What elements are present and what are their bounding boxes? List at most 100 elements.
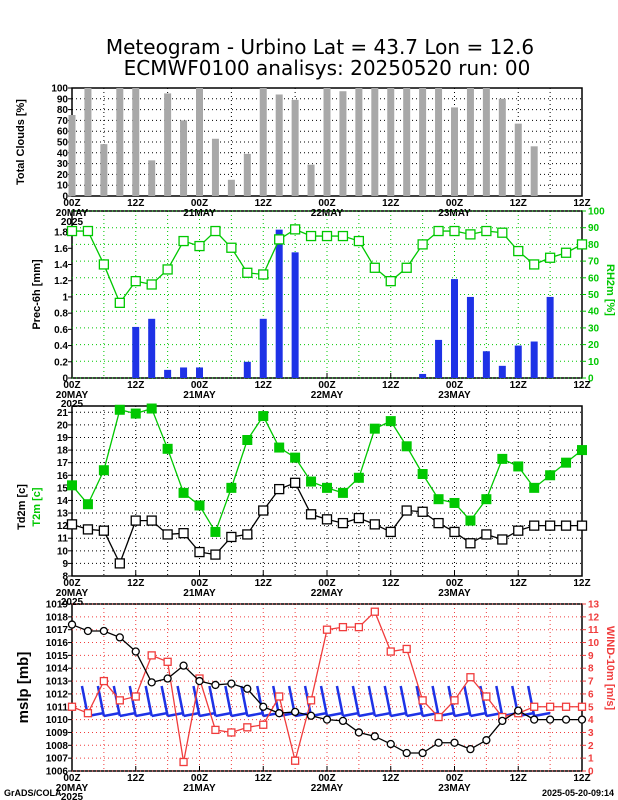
y-right-tick-label: 12 xyxy=(588,612,600,623)
wind-point xyxy=(275,692,284,701)
cloud-bar xyxy=(451,107,458,196)
wind-barb-flag xyxy=(103,711,121,718)
y-right-tick-label: 2 xyxy=(588,741,594,752)
x-date-label: 21MAY xyxy=(183,588,216,599)
y-right-tick-label: 1 xyxy=(588,754,594,765)
x-date-label: 20MAY xyxy=(56,783,89,794)
y-tick-label: 1012 xyxy=(46,689,69,700)
rh-point xyxy=(369,262,380,273)
title-line-2: ECMWF0100 analisys: 20250520 run: 00 xyxy=(124,56,531,80)
x-tick-label: 12Z xyxy=(382,578,399,589)
rh-point xyxy=(114,297,125,309)
precip-bar xyxy=(466,296,474,378)
wind-point xyxy=(450,696,459,705)
y-tick-label: 18 xyxy=(57,446,69,457)
y-tick-label: 16 xyxy=(57,471,69,482)
t2m-point xyxy=(481,494,492,505)
x-date-label: 22MAY xyxy=(311,588,344,599)
wind-barb-flag xyxy=(183,711,200,718)
y-right-tick-label: 20 xyxy=(588,340,600,351)
cloud-bar xyxy=(530,146,538,196)
rh-point xyxy=(242,267,253,278)
precip-bar xyxy=(435,339,443,378)
panel-3: 00Z 12Z 00Z 12Z 00Z 12Z 00Z 12Z 12Z 20MAY 21MAY 22M… xyxy=(16,403,591,608)
precip-bar xyxy=(451,279,458,378)
y-tick-label: 21 xyxy=(57,408,69,419)
t2m-point xyxy=(401,441,412,452)
t2m-point xyxy=(130,408,141,419)
y-right-tick-label: 80 xyxy=(588,240,600,251)
wind-barb-flag xyxy=(342,711,360,718)
wind-point xyxy=(227,728,236,737)
y-tick-label: 1009 xyxy=(46,728,69,739)
cloud-bar xyxy=(100,144,108,196)
t2m-point xyxy=(513,461,524,472)
wind-barb-staff xyxy=(463,685,472,717)
y-tick-label: 1010 xyxy=(46,715,69,726)
y-tick-label: 100 xyxy=(51,84,68,95)
y-tick-label: 1018 xyxy=(46,612,69,623)
y-tick-label: 14 xyxy=(57,496,69,507)
precip-bar xyxy=(148,318,156,378)
cloud-bar xyxy=(227,179,235,196)
rh-point xyxy=(289,224,301,235)
t2m-point xyxy=(353,472,364,483)
t2m-point xyxy=(98,465,109,476)
y-right-tick-label: 40 xyxy=(588,307,600,318)
y-tick-label: 1016 xyxy=(46,638,69,649)
wind-point xyxy=(322,625,332,634)
mslp-point xyxy=(561,715,571,724)
rh-point xyxy=(353,235,365,247)
x-tick-label: 12Z xyxy=(573,380,590,391)
wind-barb-flag xyxy=(358,711,376,718)
t2m-point xyxy=(545,470,556,481)
y-tick-label: 1007 xyxy=(46,754,69,765)
t2m-point xyxy=(497,453,508,464)
cloud-bar xyxy=(84,88,92,196)
y-right-tick-label: 13 xyxy=(588,600,600,611)
cloud-bar xyxy=(387,88,395,196)
rh-point xyxy=(529,259,540,270)
y-tick-label: 60 xyxy=(57,127,69,138)
y-tick-label: 1.8 xyxy=(54,228,68,239)
x-tick-label: 00Z xyxy=(446,198,463,209)
td2m-point xyxy=(481,529,492,540)
panel-2: 00Z 12Z 00Z 12Z 00Z 12Z 00Z 12Z 12Z 20MAY 21MAY 22M… xyxy=(31,207,616,411)
y-tick-label: 10 xyxy=(57,181,69,192)
x-tick-label: 12Z xyxy=(255,198,272,209)
x-tick-label: 12Z xyxy=(127,773,144,784)
y-tick-label: 1 xyxy=(62,292,68,303)
t2m-point xyxy=(577,445,587,456)
td2m-point xyxy=(114,558,125,569)
y-tick-label: 40 xyxy=(57,148,69,159)
mslp-point xyxy=(99,626,109,636)
wind-point xyxy=(131,692,140,701)
td2m-point xyxy=(465,538,476,549)
wind-point xyxy=(115,696,124,705)
y-axis-label: Prec-6h [mm] xyxy=(31,259,43,330)
rh-point xyxy=(130,275,141,287)
x-tick-label: 00Z xyxy=(63,380,80,391)
td2m-point xyxy=(576,520,588,531)
wind-point xyxy=(83,709,93,718)
mslp-point xyxy=(402,748,411,758)
wind-point xyxy=(99,676,109,686)
td2m-point xyxy=(560,520,572,531)
wind-point xyxy=(466,673,475,682)
wind-barb-staff xyxy=(495,685,504,717)
wind-barb-staff xyxy=(383,685,392,717)
y-tick-label: 8 xyxy=(62,572,68,583)
precip-bar xyxy=(498,365,506,378)
x-tick-label: 00Z xyxy=(63,198,80,209)
rh-point xyxy=(194,240,205,252)
y-right-tick-label: 11 xyxy=(588,625,599,636)
td2m-point xyxy=(337,517,349,529)
mslp-point xyxy=(466,745,475,754)
x-tick-label: 12Z xyxy=(127,198,144,209)
t2m-point xyxy=(226,482,237,493)
y-tick-label: 70 xyxy=(57,116,69,127)
x-date-label: 23MAY xyxy=(438,783,471,794)
precip-bar xyxy=(243,361,251,378)
wind-point xyxy=(67,702,77,711)
y-axis-label: mslp [mb] xyxy=(15,652,32,724)
